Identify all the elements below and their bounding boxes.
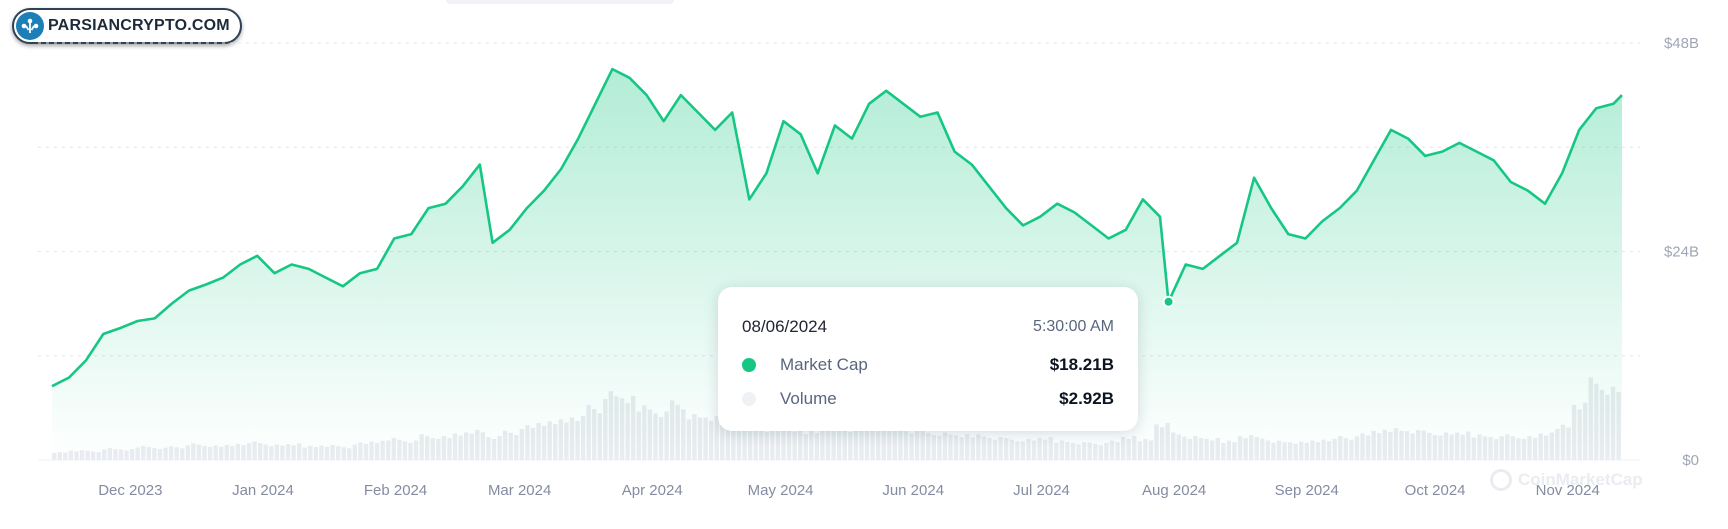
x-tick-label: Aug 2024 <box>1142 482 1206 499</box>
x-tick-label: Oct 2024 <box>1405 482 1466 499</box>
watermark-text: CoinMarketCap <box>1518 470 1643 489</box>
x-tick-label: Feb 2024 <box>364 482 427 499</box>
highlighted-point[interactable] <box>1162 295 1175 308</box>
brand-logo-icon <box>16 12 44 40</box>
y-tick-label: $24B <box>1664 244 1699 261</box>
chart-tooltip: 08/06/2024 5:30:00 AM Market Cap $18.21B… <box>718 287 1138 431</box>
y-tick-label: $0 <box>1682 452 1699 469</box>
tooltip-row-volume: Volume $2.92B <box>742 387 1114 411</box>
top-toolbar-stub <box>446 0 674 4</box>
brand-logo-text: PARSIANCRYPTO.COM <box>48 17 230 34</box>
x-tick-label: Jan 2024 <box>232 482 294 499</box>
x-tick-label: Jul 2024 <box>1013 482 1070 499</box>
tooltip-label-volume: Volume <box>780 389 837 408</box>
market-cap-line <box>51 67 1623 388</box>
x-tick-label: Jun 2024 <box>882 482 944 499</box>
volume-dot-icon <box>742 392 756 406</box>
tooltip-row-market-cap: Market Cap $18.21B <box>742 353 1114 377</box>
tooltip-time: 5:30:00 AM <box>1033 318 1114 335</box>
tooltip-label-market-cap: Market Cap <box>780 355 868 374</box>
x-tick-label: Apr 2024 <box>622 482 683 499</box>
y-axis-labels: $48B $24B $0 <box>1664 35 1699 469</box>
market-cap-area <box>52 69 1622 460</box>
y-tick-label: $48B <box>1664 35 1699 52</box>
tooltip-value-volume: $2.92B <box>1059 389 1114 408</box>
x-tick-label: Nov 2024 <box>1536 482 1600 499</box>
tooltip-value-market-cap: $18.21B <box>1049 355 1114 374</box>
tooltip-date: 08/06/2024 <box>742 317 828 336</box>
x-tick-label: Mar 2024 <box>488 482 551 499</box>
x-tick-label: Sep 2024 <box>1275 482 1339 499</box>
x-tick-label: May 2024 <box>748 482 814 499</box>
coinmarketcap-watermark: CoinMarketCap <box>1490 469 1643 491</box>
x-axis-labels: Dec 2023 Jan 2024 Feb 2024 Mar 2024 Apr 2024… <box>98 482 1600 499</box>
market-cap-dot-icon <box>742 358 756 372</box>
x-tick-label: Dec 2023 <box>98 482 162 499</box>
coinmarketcap-logo-icon <box>1490 469 1512 491</box>
site-logo[interactable]: PARSIANCRYPTO.COM <box>12 8 242 44</box>
